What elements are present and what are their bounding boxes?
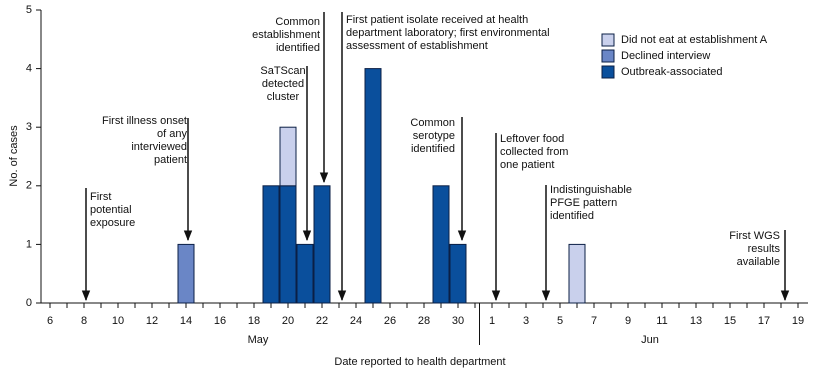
x-tick-label: 26 [384,315,396,327]
x-tick-label: 3 [523,315,529,327]
x-tick-label: 20 [282,315,294,327]
x-tick-label: 28 [418,315,430,327]
annotation-text: First [90,191,111,203]
annotation-text: identified [276,42,320,54]
annotation-text: First illness onset [102,115,187,127]
x-tick-label: 16 [214,315,226,327]
x-tick-label: 10 [112,315,124,327]
x-tick-label: 7 [591,315,597,327]
annotation-text: SaTScan [260,65,305,77]
annotation-text: detected [262,78,304,90]
x-tick-label: 22 [316,315,328,327]
annotation-text: serotype [413,130,455,142]
month-label: Jun [641,334,659,346]
bar [279,126,297,187]
x-tick-label: 17 [758,315,770,327]
month-label: May [248,334,269,346]
annotation-text: one patient [500,159,554,171]
annotation-text: identified [411,143,455,155]
bar [279,185,297,304]
x-tick-label: 24 [350,315,362,327]
x-tick-label: 1 [489,315,495,327]
bar [364,68,382,304]
annotation-text: cluster [267,91,300,103]
annotation-text: assessment of establishment [346,40,488,52]
bar [177,243,195,304]
annotation-text: Leftover food [500,133,564,145]
bar [262,185,280,304]
annotation-text: department laboratory; first environment… [346,27,550,39]
legend-swatch [601,49,615,63]
annotation-text: of any [157,128,187,140]
annotation-text: Common [410,117,455,129]
bar [568,243,586,304]
bar [432,185,450,304]
y-tick-label: 1 [26,238,32,250]
x-tick-label: 6 [47,315,53,327]
x-tick-label: 14 [180,315,192,327]
annotation-text: potential [90,204,132,216]
legend-swatch [601,33,615,47]
legend-swatch [601,65,615,79]
y-tick-label: 4 [26,63,32,75]
x-tick-label: 9 [625,315,631,327]
annotation-text: establishment [252,29,320,41]
bar [296,243,314,304]
legend-label: Declined interview [621,50,710,62]
y-tick-label: 5 [26,4,32,16]
x-tick-label: 11 [656,315,667,327]
x-tick-label: 12 [146,315,158,327]
y-tick-label: 3 [26,121,32,133]
x-tick-label: 18 [248,315,260,327]
annotation-text: Indistinguishable [550,184,632,196]
y-tick-label: 0 [26,297,32,309]
legend-label: Outbreak-associated [621,66,723,78]
annotation-text: collected from [500,146,568,158]
annotation-text: exposure [90,217,135,229]
annotation-text: PFGE pattern [550,197,617,209]
x-tick-label: 30 [452,315,464,327]
bar [449,243,467,304]
x-tick-label: 5 [557,315,563,327]
bar [313,185,331,304]
x-tick-label: 8 [81,315,87,327]
x-axis-title: Date reported to health department [334,356,505,368]
x-tick-label: 15 [724,315,736,327]
y-tick-label: 2 [26,180,32,192]
x-tick-label: 13 [690,315,702,327]
annotation-text: patient [154,154,187,166]
legend-label: Did not eat at establishment A [621,34,768,46]
annotation-text: available [737,256,780,268]
annotation-text: identified [550,210,594,222]
annotation-text: First patient isolate received at health [346,14,528,26]
annotation-text: First WGS [729,230,780,242]
x-tick-label: 19 [792,315,804,327]
y-axis-title: No. of cases [8,125,20,187]
annotation-text: Common [275,16,320,28]
annotation-text: results [748,243,781,255]
annotation-text: interviewed [131,141,187,153]
